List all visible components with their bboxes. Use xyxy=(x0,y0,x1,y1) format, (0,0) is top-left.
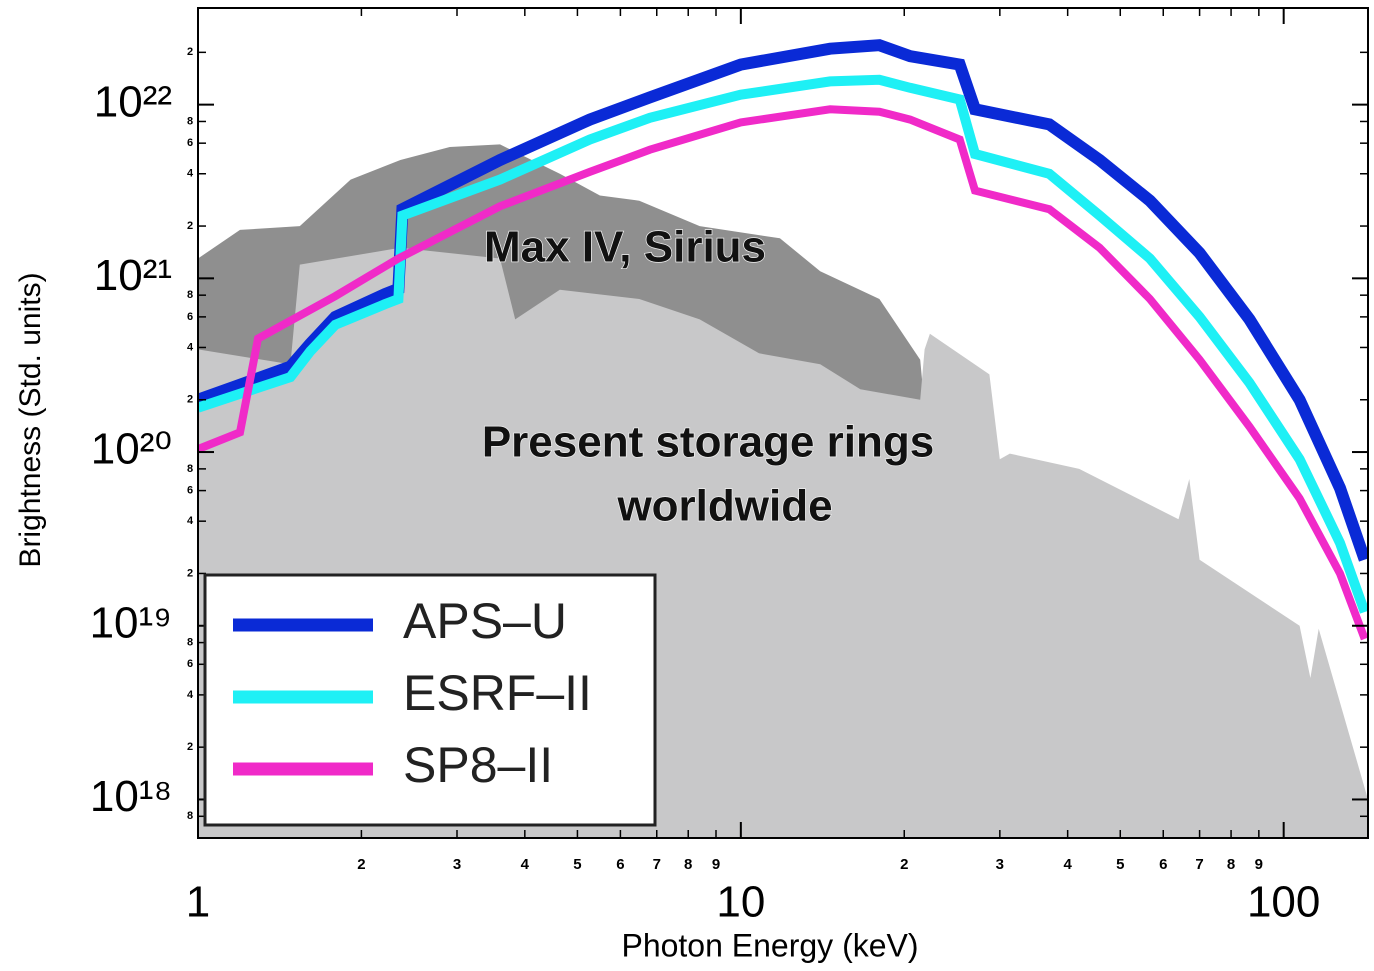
x-minor-tick-label: 8 xyxy=(1227,856,1235,873)
y-minor-tick-label: 4 xyxy=(187,168,194,180)
annotation: worldwide xyxy=(616,482,832,531)
x-minor-tick-label: 4 xyxy=(1063,856,1072,873)
x-tick-label: 100 xyxy=(1247,878,1320,927)
series-line xyxy=(198,105,1368,641)
x-minor-tick-label: 6 xyxy=(1159,856,1167,873)
legend-label: SP8–II xyxy=(403,737,553,793)
y-minor-tick-label: 8 xyxy=(187,115,193,127)
y-minor-tick-label: 8 xyxy=(187,289,193,301)
y-tick-label: 10¹⁸ xyxy=(90,772,172,821)
y-minor-tick-label: 8 xyxy=(187,636,193,648)
legend-label: ESRF–II xyxy=(403,665,592,721)
series-line xyxy=(198,74,1368,614)
y-minor-tick-label: 6 xyxy=(187,658,193,670)
x-tick-label: 1 xyxy=(186,878,210,927)
annotation: Present storage rings xyxy=(482,418,934,467)
x-tick-label: 10 xyxy=(716,878,765,927)
plot-frame xyxy=(197,7,1369,839)
x-minor-tick-label: 9 xyxy=(712,856,720,873)
y-tick-label: 10¹⁹ xyxy=(90,598,172,647)
y-minor-tick-label: 2 xyxy=(187,394,193,406)
y-minor-tick-label: 6 xyxy=(187,484,193,496)
y-minor-tick-label: 2 xyxy=(187,567,193,579)
y-minor-tick-label: 4 xyxy=(187,515,194,527)
y-minor-tick-label: 2 xyxy=(187,741,193,753)
y-minor-tick-label: 8 xyxy=(187,810,193,822)
x-minor-tick-label: 5 xyxy=(1116,856,1124,873)
series-line xyxy=(198,39,1368,562)
x-minor-tick-label: 7 xyxy=(653,856,661,873)
x-minor-tick-label: 2 xyxy=(900,856,908,873)
x-minor-tick-label: 6 xyxy=(616,856,624,873)
x-minor-tick-label: 4 xyxy=(521,856,530,873)
y-axis-label: Brightness (Std. units) xyxy=(14,272,47,567)
x-minor-tick-label: 7 xyxy=(1195,856,1203,873)
y-minor-tick-label: 6 xyxy=(187,311,193,323)
x-minor-tick-label: 8 xyxy=(684,856,692,873)
x-minor-tick-label: 3 xyxy=(453,856,461,873)
y-tick-label: 10²¹ xyxy=(94,251,172,300)
x-minor-tick-label: 5 xyxy=(573,856,581,873)
annotation: Max IV, Sirius xyxy=(484,223,766,272)
x-minor-tick-label: 3 xyxy=(996,856,1004,873)
y-minor-tick-label: 6 xyxy=(187,137,193,149)
y-tick-label: 10²² xyxy=(94,77,172,126)
y-minor-tick-label: 2 xyxy=(187,46,193,58)
y-minor-tick-label: 2 xyxy=(187,220,193,232)
y-minor-tick-label: 4 xyxy=(187,689,194,701)
y-tick-label: 10²⁰ xyxy=(91,425,172,474)
x-minor-tick-label: 9 xyxy=(1255,856,1263,873)
y-minor-tick-label: 4 xyxy=(187,341,194,353)
x-minor-tick-label: 2 xyxy=(357,856,365,873)
legend-label: APS–U xyxy=(403,593,567,649)
y-minor-tick-label: 8 xyxy=(187,463,193,475)
x-axis-label: Photon Energy (keV) xyxy=(621,927,918,963)
